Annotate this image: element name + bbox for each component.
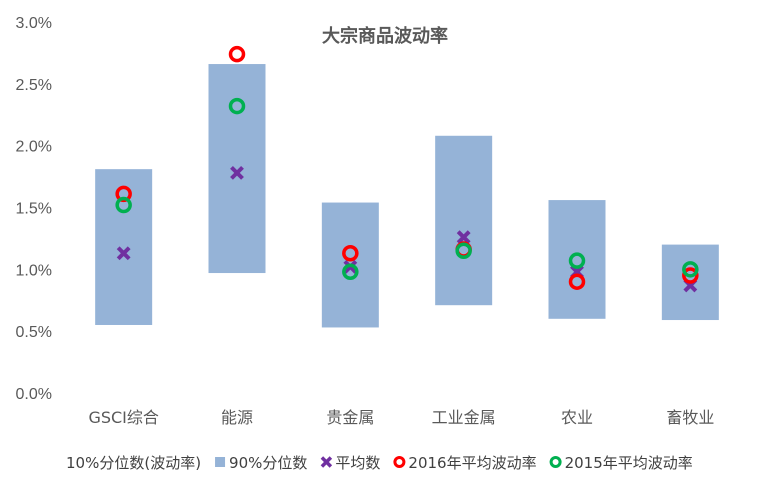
legend-label: 2015年平均波动率 [565,454,693,472]
range-bar [95,169,153,325]
x-axis-labels: GSCI综合 能源 贵金属 工业金属 农业 畜牧业 [88,408,714,427]
legend-swatch [549,456,562,468]
circle-marker [568,273,586,290]
legend-item: 2015年平均波动率 [549,454,693,472]
markers [115,45,699,293]
legend-item: 10%分位数(波动率) [66,454,201,472]
circle-marker [115,185,132,203]
circle-marker [682,261,699,278]
y-axis-ticks: 0.0% 0.5% 1.0% 1.5% 2.0% 2.5% 3.0% [16,15,52,403]
y-tick-label: 0.5% [16,324,52,341]
chart-title: 大宗商品波动率 [322,25,448,47]
y-tick-label: 2.5% [16,77,52,94]
legend-item: 2016年平均波动率 [393,454,537,472]
y-tick-label: 0.0% [16,386,52,403]
y-tick-label: 1.5% [16,201,52,218]
mean-x-marker [230,165,244,180]
legend-swatch [393,456,406,468]
x-category-label: 贵金属 [326,408,374,427]
circle-marker [455,242,472,260]
range-bar [548,200,606,319]
y-tick-label: 3.0% [16,15,52,32]
y-tick-label: 2.0% [16,139,52,156]
legend-label: 平均数 [335,454,380,472]
legend-label: 10%分位数(波动率) [66,454,201,472]
legend-swatch [215,457,226,467]
x-category-label: 农业 [561,408,593,427]
legend-label: 90%分位数 [229,454,307,472]
circle-marker [228,45,246,63]
range-bar [435,135,493,306]
legend-swatch [320,456,333,468]
circle-marker [342,245,359,262]
legend-item: 90%分位数 [215,454,307,472]
range-bars [95,64,719,328]
circle-marker [342,263,359,281]
y-tick-label: 1.0% [16,262,52,279]
mean-x-marker [116,246,131,261]
legend-item: 平均数 [320,454,380,472]
circle-marker [228,97,246,115]
circle-marker [568,252,586,269]
legend-label: 2016年平均波动率 [408,454,536,472]
x-category-label: 工业金属 [432,408,496,427]
x-category-label: 能源 [221,408,253,427]
legend: 10%分位数(波动率) 90%分位数 平均数 2016年平均波动率 2015年平均波动率 [66,454,693,472]
mean-x-marker [456,230,471,245]
circle-marker [682,267,699,284]
x-category-label: GSCI综合 [88,408,158,427]
x-category-label: 畜牧业 [666,408,714,427]
circle-marker [115,196,132,214]
range-bar [208,64,266,274]
